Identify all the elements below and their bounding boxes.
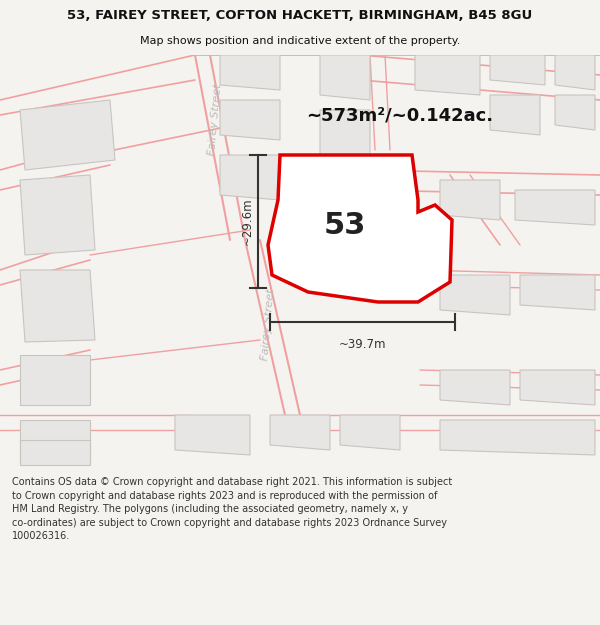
Polygon shape [555, 55, 595, 90]
Text: ~573m²/~0.142ac.: ~573m²/~0.142ac. [307, 106, 494, 124]
Text: Fairey Street: Fairey Street [260, 289, 276, 361]
Polygon shape [320, 175, 360, 210]
Polygon shape [20, 270, 95, 342]
Polygon shape [440, 180, 500, 220]
Text: Fairey Street: Fairey Street [207, 84, 223, 156]
Polygon shape [440, 275, 510, 315]
Polygon shape [220, 55, 280, 90]
Polygon shape [20, 355, 90, 405]
Polygon shape [440, 420, 595, 455]
Polygon shape [270, 415, 330, 450]
Text: ~29.6m: ~29.6m [241, 198, 254, 245]
Polygon shape [520, 370, 595, 405]
Polygon shape [220, 100, 280, 140]
Polygon shape [340, 415, 400, 450]
Text: Contains OS data © Crown copyright and database right 2021. This information is : Contains OS data © Crown copyright and d… [12, 477, 452, 541]
Text: 53: 53 [324, 211, 366, 239]
Polygon shape [220, 155, 280, 200]
Polygon shape [320, 55, 370, 100]
Text: Map shows position and indicative extent of the property.: Map shows position and indicative extent… [140, 36, 460, 46]
Text: ~39.7m: ~39.7m [339, 339, 386, 351]
Polygon shape [555, 95, 595, 130]
Polygon shape [20, 175, 95, 255]
Polygon shape [520, 275, 595, 310]
Polygon shape [490, 95, 540, 135]
Polygon shape [268, 155, 452, 302]
Polygon shape [440, 370, 510, 405]
Polygon shape [175, 415, 250, 455]
Text: 53, FAIREY STREET, COFTON HACKETT, BIRMINGHAM, B45 8GU: 53, FAIREY STREET, COFTON HACKETT, BIRMI… [67, 9, 533, 22]
Polygon shape [415, 55, 480, 95]
Polygon shape [320, 110, 370, 160]
Polygon shape [515, 190, 595, 225]
Polygon shape [20, 100, 115, 170]
Polygon shape [20, 420, 90, 460]
Polygon shape [20, 440, 90, 465]
Polygon shape [490, 55, 545, 85]
